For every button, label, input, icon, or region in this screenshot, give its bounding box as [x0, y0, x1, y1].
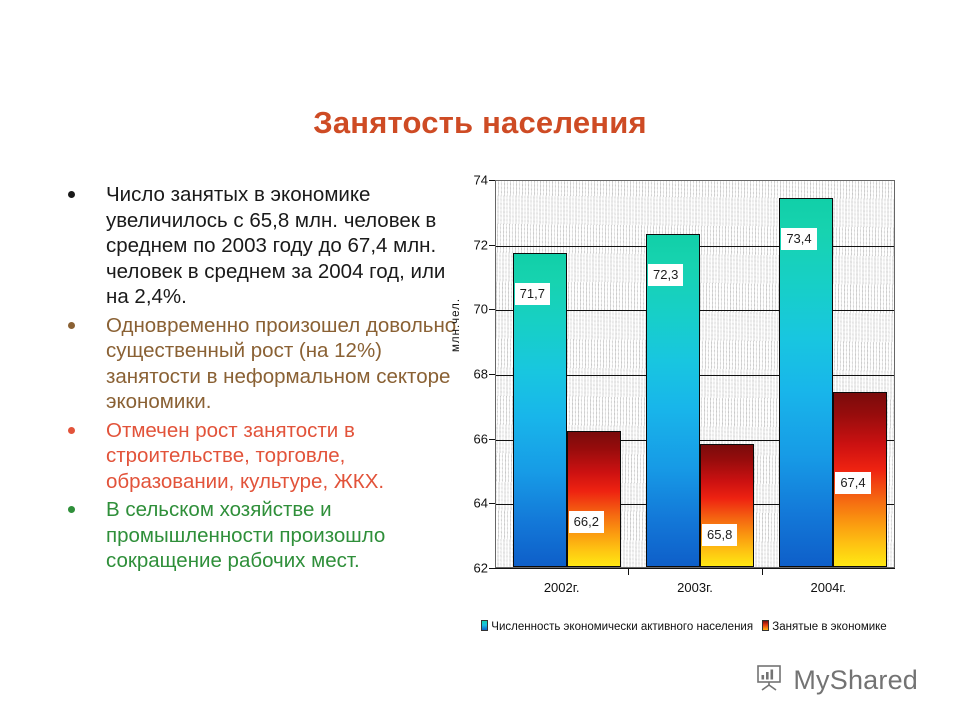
bar-series2-2003 [700, 444, 754, 567]
bullet-dot-icon [68, 321, 75, 329]
bullet-dot-icon [68, 506, 75, 513]
y-tick-label: 72 [473, 237, 488, 253]
list-item: Одновременно произошел довольно существе… [58, 313, 458, 415]
y-tick-label: 74 [473, 172, 488, 188]
y-tick-label: 68 [473, 366, 488, 382]
bar-series1-2003 [646, 233, 700, 567]
legend-swatch-icon [481, 620, 489, 631]
bullet-text: Одновременно произошел довольно существе… [106, 313, 457, 414]
list-item: Отмечен рост занятости в строительстве, … [58, 418, 458, 495]
y-tick-label: 66 [473, 431, 488, 447]
bullet-list: Число занятых в экономике увеличилось с … [58, 182, 458, 577]
chart-legend: Численность экономически активного насел… [460, 620, 908, 633]
data-label: 67,4 [835, 472, 871, 495]
legend-swatch-icon [762, 620, 770, 631]
y-tick-mark [489, 244, 495, 246]
y-tick-mark [489, 309, 495, 311]
x-tick-mark [628, 568, 630, 575]
bullet-text: Отмечен рост занятости в строительстве, … [106, 418, 385, 493]
y-tick-mark [489, 568, 495, 569]
employment-bar-chart: млн.чел. 71,7 66,2 72,3 65,8 73,4 67,4 62 64 66… [450, 172, 908, 640]
data-label: 66,2 [568, 511, 604, 534]
data-label: 73,4 [781, 228, 817, 251]
chart-plot-area: 71,7 66,2 72,3 65,8 73,4 67,4 [495, 180, 895, 568]
list-item: Число занятых в экономике увеличилось с … [58, 182, 458, 310]
page-title: Занятость населения [313, 105, 647, 140]
bar-series1-2002 [512, 253, 567, 567]
y-tick-label: 62 [473, 560, 488, 576]
list-item: В сельском хозяйстве и промышленности пр… [58, 497, 458, 574]
bullet-dot-icon [68, 191, 75, 198]
legend-item-series2: Занятые в экономике [762, 620, 887, 633]
watermark: MyShared [754, 663, 918, 698]
watermark-text: MyShared [793, 665, 918, 695]
x-tick-label: 2003г. [677, 580, 713, 595]
y-tick-mark [489, 374, 495, 375]
bullet-dot-icon [68, 426, 75, 434]
y-tick-mark [489, 438, 495, 440]
y-tick-label: 64 [473, 495, 488, 511]
y-tick-mark [489, 180, 495, 181]
data-label: 72,3 [648, 263, 684, 286]
y-tick-label: 70 [473, 301, 488, 317]
bullet-text: Число занятых в экономике увеличилось с … [106, 183, 446, 308]
x-tick-label: 2004г. [810, 580, 847, 595]
legend-label: Занятые в экономике [772, 621, 887, 633]
x-tick-label: 2002г. [543, 580, 580, 595]
bar-series1-2004 [779, 198, 834, 567]
x-tick-mark [761, 568, 763, 575]
legend-item-series1: Численность экономически активного насел… [481, 620, 753, 633]
x-axis-line [495, 568, 895, 569]
presentation-board-icon [754, 663, 784, 698]
data-label: 71,7 [514, 283, 550, 306]
bullet-text: В сельском хозяйстве и промышленности пр… [106, 498, 386, 572]
legend-label: Численность экономически активного насел… [491, 621, 754, 633]
bar-series2-2002 [566, 431, 621, 567]
y-tick-mark [489, 503, 495, 505]
data-label: 65,8 [702, 524, 738, 547]
